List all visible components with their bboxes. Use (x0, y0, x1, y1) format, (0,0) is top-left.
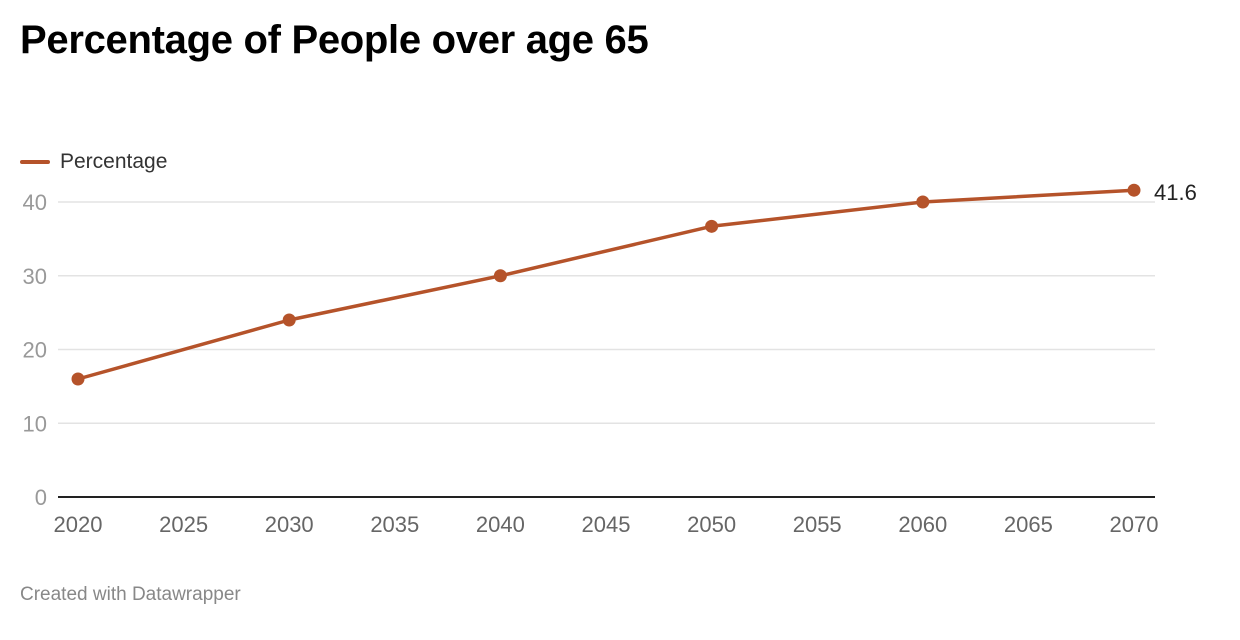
x-tick-label: 2050 (687, 512, 736, 537)
data-point (705, 219, 719, 233)
y-tick-label: 10 (23, 411, 47, 436)
y-tick-label: 40 (23, 190, 47, 215)
x-tick-label: 2030 (265, 512, 314, 537)
x-tick-label: 2040 (476, 512, 525, 537)
data-point (1127, 183, 1141, 197)
data-point (71, 372, 85, 386)
data-point (493, 269, 507, 283)
chart-title: Percentage of People over age 65 (20, 18, 649, 62)
legend-label: Percentage (60, 150, 168, 173)
legend-swatch (20, 160, 50, 164)
x-tick-label: 2045 (582, 512, 631, 537)
x-tick-label: 2055 (793, 512, 842, 537)
footer-credit: Created with Datawrapper (20, 584, 241, 605)
end-value-label: 41.6 (1154, 180, 1197, 205)
x-tick-label: 2065 (1004, 512, 1053, 537)
legend: Percentage (20, 148, 167, 176)
y-tick-label: 30 (23, 264, 47, 289)
series-line (76, 188, 1136, 381)
x-tick-label: 2060 (898, 512, 947, 537)
data-point (282, 313, 296, 327)
y-tick-label: 0 (35, 485, 47, 510)
x-tick-label: 2070 (1110, 512, 1159, 537)
y-tick-label: 20 (23, 338, 47, 363)
data-point (916, 195, 930, 209)
x-tick-label: 2020 (54, 512, 103, 537)
x-tick-label: 2025 (159, 512, 208, 537)
x-tick-label: 2035 (370, 512, 419, 537)
